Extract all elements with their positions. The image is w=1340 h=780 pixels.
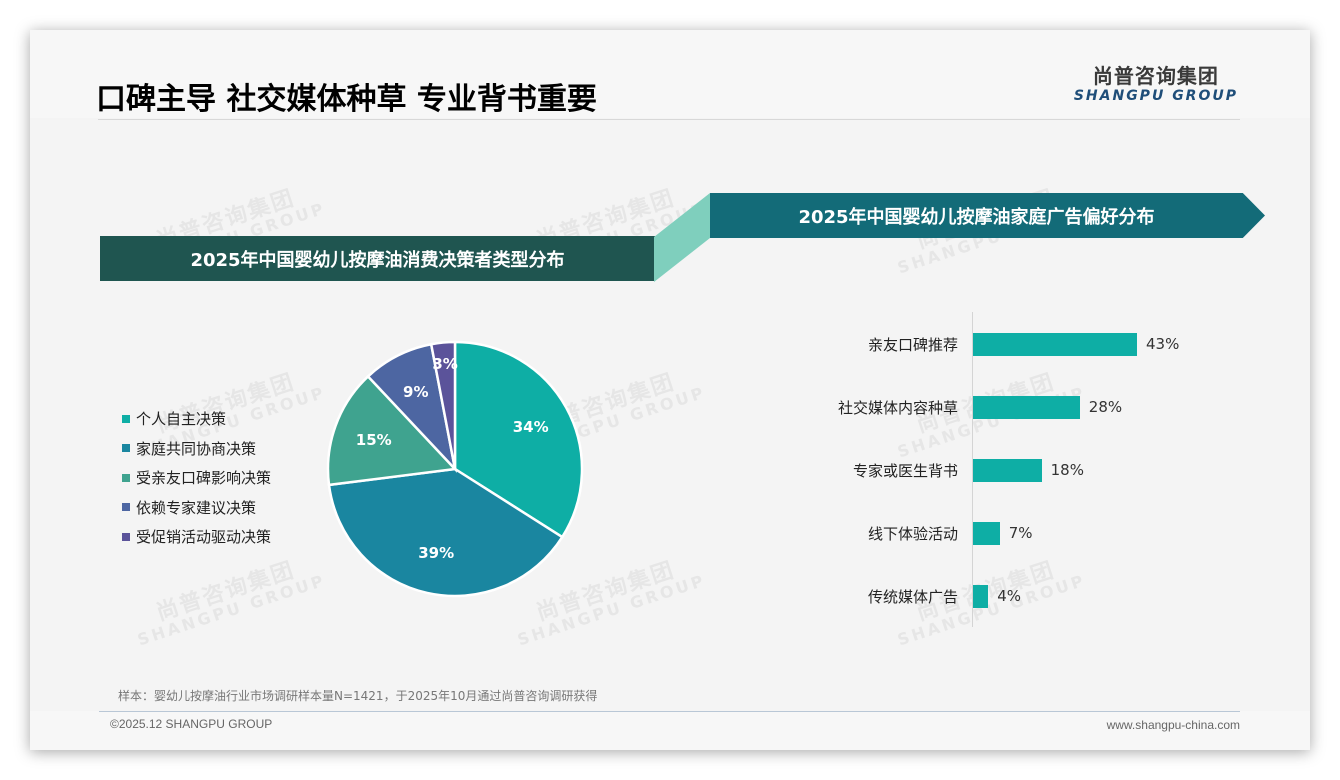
bar — [973, 395, 1080, 419]
bar-row: 线下体验活动 7% — [810, 521, 1032, 545]
banner-connector — [654, 193, 710, 282]
pie-slice — [429, 340, 457, 470]
legend-swatch-icon — [122, 532, 130, 541]
bar-category-label: 线下体验活动 — [867, 524, 958, 543]
bar-row: 传统媒体广告 4% — [810, 584, 1021, 608]
bar-chart-axis — [972, 312, 973, 627]
website-link[interactable]: www.shangpu-china.com — [1106, 718, 1240, 732]
bar-value-label: 18% — [1050, 461, 1084, 479]
bar-value-label: 7% — [1008, 524, 1033, 542]
legend-swatch-icon — [122, 444, 130, 453]
bar-value-label: 28% — [1088, 398, 1123, 416]
pie-section-banner: 2025年中国婴幼儿按摩油消费决策者类型分布 — [100, 236, 655, 281]
header-band — [30, 30, 1310, 118]
footer-band — [30, 711, 1310, 750]
pie-chart: 34% 39% 15% 9% 3% — [326, 340, 584, 598]
bar-value-label: 43% — [1146, 335, 1180, 353]
pie-slice-label: 39% — [418, 544, 455, 563]
legend-label: 家庭共同协商决策 — [136, 439, 257, 458]
bar-category-label: 传统媒体广告 — [867, 587, 958, 606]
pie-legend: 个人自主决策家庭共同协商决策 受亲友口碑影响决策 依赖专家建议决策 受促销活动驱动决策 — [122, 404, 271, 552]
bar — [973, 584, 989, 608]
company-logo: 尚普咨询集团 SHANGPU GROUP — [1074, 65, 1238, 105]
logo-text-cn: 尚普咨询集团 — [1092, 64, 1219, 88]
legend-label: 个人自主决策 — [136, 410, 227, 429]
copyright-text: ©2025.12 SHANGPU GROUP — [110, 717, 273, 731]
pie-section-title: 2025年中国婴幼儿按摩油消费决策者类型分布 — [190, 249, 565, 271]
bar-section-banner: 2025年中国婴幼儿按摩油家庭广告偏好分布 — [710, 193, 1265, 238]
pie-slice-label: 15% — [355, 430, 392, 449]
bar-section-title: 2025年中国婴幼儿按摩油家庭广告偏好分布 — [798, 206, 1155, 228]
bar-category-label: 亲友口碑推荐 — [867, 335, 958, 354]
pie-slice — [326, 374, 458, 487]
bar-category-label: 社交媒体内容种草 — [837, 398, 958, 417]
pie-slice-label: 9% — [403, 383, 429, 402]
bar — [973, 458, 1042, 482]
legend-swatch-icon — [122, 414, 130, 423]
bar — [973, 521, 1000, 545]
bar-row: 社交媒体内容种草 28% — [810, 395, 1122, 419]
pie-slice-label: 34% — [512, 418, 549, 437]
pie-slice-label: 3% — [432, 355, 458, 374]
bar-row: 亲友口碑推荐 43% — [810, 332, 1179, 356]
legend-label: 受亲友口碑影响决策 — [136, 469, 272, 488]
legend-label: 受促销活动驱动决策 — [136, 528, 272, 547]
bar-category-label: 专家或医生背书 — [852, 461, 958, 480]
bar-value-label: 4% — [997, 587, 1022, 605]
legend-label: 依赖专家建议决策 — [136, 498, 257, 517]
footer-divider — [99, 711, 1240, 712]
pie-slice — [327, 467, 564, 598]
legend-item: 个人自主决策 — [122, 404, 271, 434]
title-divider — [98, 119, 1240, 120]
legend-item: 依赖专家建议决策 — [122, 493, 271, 523]
page-title: 口碑主导 社交媒体种草 专业背书重要 — [96, 82, 597, 117]
logo-text-en: SHANGPU GROUP — [1073, 88, 1238, 104]
sample-footnote: 样本：婴幼儿按摩油行业市场调研样本量N=1421，于2025年10月通过尚普咨询… — [118, 689, 598, 703]
bar-row: 专家或医生背书 18% — [810, 458, 1084, 482]
legend-item: 受亲友口碑影响决策 — [122, 463, 271, 493]
bar-chart: 亲友口碑推荐 43% 社交媒体内容种草 28% 专家或医生背书 18% 线下体验活动 7% 传统… — [810, 312, 1230, 632]
legend-item: 受促销活动驱动决策 — [122, 522, 271, 552]
pie-chart-graphic — [326, 340, 584, 598]
legend-item: 家庭共同协商决策 — [122, 434, 271, 464]
bar — [973, 332, 1137, 356]
legend-swatch-icon — [122, 503, 130, 512]
legend-swatch-icon — [122, 473, 130, 482]
